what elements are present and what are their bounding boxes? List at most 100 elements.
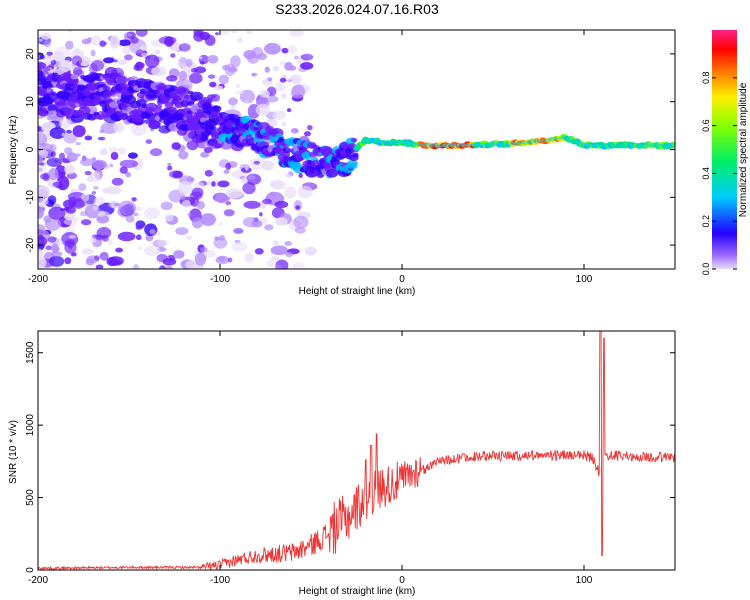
heatmap-ridge-cell	[186, 110, 192, 114]
spectrogram-xtick-label: -200	[28, 274, 48, 285]
heatmap-noise-cell	[298, 172, 303, 178]
heatmap-noise-cell	[291, 84, 306, 99]
spectrogram-xtick-label: -100	[210, 274, 230, 285]
heatmap-ridge-cell	[145, 102, 158, 112]
heatmap-noise-cell	[280, 93, 287, 99]
heatmap-noise-cell	[230, 55, 241, 68]
heatmap-noise-cell	[218, 235, 226, 241]
heatmap-noise-cell	[178, 150, 189, 160]
heatmap-noise-cell	[151, 66, 167, 77]
heatmap-noise-cell	[117, 146, 127, 155]
heatmap-noise-cell	[279, 77, 287, 83]
heatmap-noise-cell	[284, 61, 293, 71]
figure-title: S233.2026.024.07.16.R03	[275, 1, 439, 17]
heatmap-ridge-cell	[139, 88, 147, 94]
heatmap-noise-cell	[92, 205, 98, 211]
heatmap-noise-cell	[166, 165, 173, 171]
heatmap-ridge-cell	[190, 91, 204, 102]
heatmap-noise-cell	[58, 152, 66, 161]
heatmap-noise-cell	[215, 192, 229, 204]
heatmap-noise-cell	[75, 142, 82, 146]
heatmap-noise-cell	[262, 198, 273, 205]
heatmap-noise-cell	[53, 51, 65, 62]
heatmap-noise-cell	[264, 42, 281, 55]
spectrogram-xtick-label: 100	[576, 274, 593, 285]
snr-xtick-label: 0	[399, 575, 405, 586]
heatmap-noise-cell	[59, 119, 72, 129]
heatmap-noise-cell	[284, 186, 297, 199]
heatmap-noise-cell	[99, 40, 107, 47]
heatmap-noise-cell	[220, 30, 230, 36]
spectrogram-heatmap	[38, 30, 675, 269]
heatmap-ridge-cell	[51, 91, 57, 96]
heatmap-noise-cell	[52, 181, 63, 188]
heatmap-ridge-cell	[108, 101, 119, 109]
heatmap-noise-cell	[107, 239, 113, 246]
heatmap-noise-cell	[231, 241, 248, 252]
heatmap-noise-cell	[154, 49, 161, 55]
heatmap-ridge-cell	[40, 90, 47, 95]
heatmap-noise-cell	[294, 226, 306, 234]
heatmap-noise-cell	[280, 121, 287, 127]
heatmap-noise-cell	[267, 77, 273, 82]
heatmap-noise-cell	[38, 185, 51, 198]
heatmap-noise-cell	[178, 43, 191, 52]
heatmap-noise-cell	[289, 30, 304, 37]
heatmap-noise-cell	[80, 158, 95, 166]
heatmap-noise-cell	[130, 36, 139, 44]
heatmap-noise-cell	[243, 49, 257, 60]
heatmap-noise-cell	[113, 122, 125, 133]
heatmap-ridge-cell	[70, 74, 79, 80]
heatmap-noise-cell	[191, 67, 198, 73]
heatmap-noise-cell	[107, 256, 124, 266]
spectrogram-xlabel: Height of straight line (km)	[299, 286, 416, 297]
heatmap-noise-cell	[287, 45, 298, 55]
colorbar: 0.0 0.2 0.4 0.6 0.8 Normalized spectral ampl…	[701, 30, 749, 275]
heatmap-noise-cell	[259, 89, 270, 98]
heatmap-noise-cell	[125, 172, 131, 178]
heatmap-noise-cell	[45, 245, 53, 251]
heatmap-noise-cell	[225, 162, 232, 171]
heatmap-noise-cell	[119, 166, 128, 174]
heatmap-noise-cell	[266, 95, 279, 103]
heatmap-noise-cell	[68, 234, 77, 239]
heatmap-noise-cell	[145, 54, 160, 68]
colorbar-tick-label: 0.8	[701, 72, 711, 85]
heatmap-noise-cell	[66, 129, 72, 134]
heatmap-noise-cell	[111, 177, 124, 186]
heatmap-noise-cell	[242, 216, 260, 228]
heatmap-noise-cell	[270, 245, 289, 256]
heatmap-ridge-cell	[214, 120, 220, 125]
heatmap-noise-cell	[198, 56, 203, 60]
heatmap-noise-cell	[118, 200, 136, 216]
heatmap-noise-cell	[99, 251, 109, 261]
heatmap-noise-cell	[189, 72, 203, 84]
heatmap-noise-cell	[64, 40, 74, 50]
heatmap-noise-cell	[178, 70, 188, 81]
spectrogram-ytick-label: 20	[25, 48, 36, 60]
heatmap-noise-cell	[90, 60, 105, 72]
heatmap-noise-cell	[133, 64, 141, 71]
heatmap-noise-cell	[285, 251, 293, 258]
heatmap-ridge-cell	[126, 106, 133, 111]
heatmap-noise-cell	[38, 224, 46, 235]
heatmap-noise-cell	[230, 30, 239, 34]
heatmap-noise-cell	[177, 181, 193, 195]
heatmap-noise-cell	[233, 227, 244, 234]
heatmap-noise-cell	[241, 192, 247, 195]
heatmap-noise-cell	[90, 49, 96, 57]
heatmap-noise-cell	[234, 90, 244, 95]
snr-xlabel: Height of straight line (km)	[299, 586, 416, 597]
heatmap-noise-cell	[227, 66, 238, 73]
snr-ylabel: SNR (10 * v/v)	[8, 420, 19, 484]
snr-ytick-label: 1000	[25, 414, 36, 437]
heatmap-noise-cell	[38, 154, 44, 164]
heatmap-noise-cell	[180, 195, 186, 200]
heatmap-noise-cell	[207, 54, 219, 64]
heatmap-noise-cell	[295, 205, 301, 210]
heatmap-noise-cell	[306, 125, 313, 131]
heatmap-noise-cell	[274, 264, 282, 269]
heatmap-noise-cell	[244, 166, 249, 171]
heatmap-noise-cell	[228, 97, 238, 106]
heatmap-noise-cell	[43, 215, 52, 223]
